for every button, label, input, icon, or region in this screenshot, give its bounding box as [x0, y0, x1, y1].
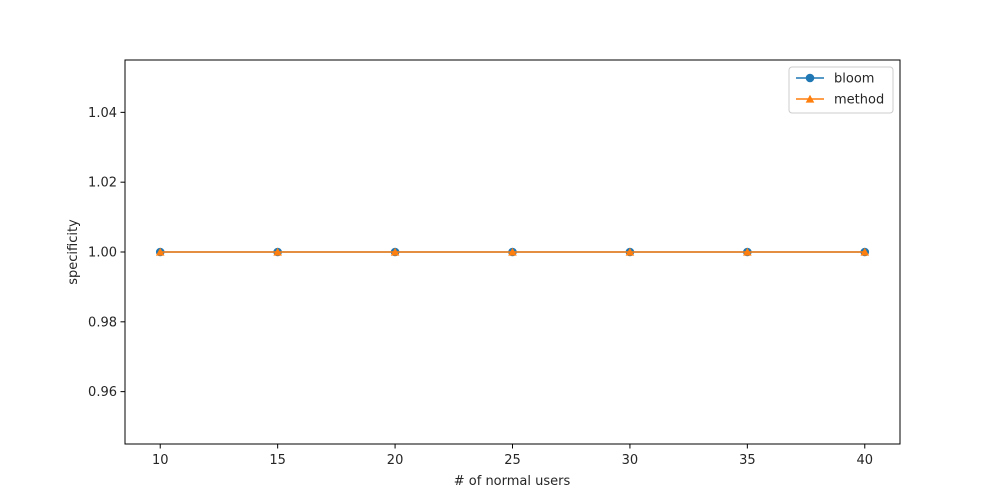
y-tick-label: 1.00 — [88, 246, 117, 261]
x-axis-label: # of normal users — [454, 474, 571, 489]
y-axis-label: specificity — [66, 219, 81, 285]
y-axis-ticks: 0.96 0.98 1.00 1.02 1.04 — [88, 106, 125, 400]
data-point-method — [390, 247, 400, 256]
x-tick-label: 30 — [622, 453, 639, 468]
x-tick-label: 25 — [504, 453, 521, 468]
y-tick-label: 1.04 — [88, 106, 117, 121]
x-tick-label: 10 — [152, 453, 169, 468]
x-tick-label: 20 — [387, 453, 404, 468]
y-tick-label: 1.02 — [88, 176, 117, 191]
x-tick-label: 15 — [269, 453, 286, 468]
legend-marker-method — [805, 94, 815, 103]
legend-marker-bloom — [805, 73, 815, 83]
plot-frame — [124, 59, 901, 445]
legend-label-method: method — [834, 93, 884, 108]
x-axis-ticks: 10 15 20 25 30 35 40 — [152, 444, 873, 468]
legend-label-bloom: bloom — [834, 72, 874, 87]
data-point-method — [860, 247, 870, 256]
x-tick-label: 40 — [856, 453, 873, 468]
legend: bloom method — [788, 66, 894, 114]
y-tick-label: 0.98 — [88, 315, 117, 330]
x-tick-label: 35 — [739, 453, 756, 468]
data-point-method — [625, 247, 635, 256]
data-point-method — [273, 247, 282, 256]
data-point-method — [508, 247, 517, 256]
chart-marks — [155, 247, 870, 257]
data-point-method — [743, 247, 752, 256]
data-point-method — [155, 247, 165, 256]
y-tick-label: 0.96 — [88, 385, 117, 400]
